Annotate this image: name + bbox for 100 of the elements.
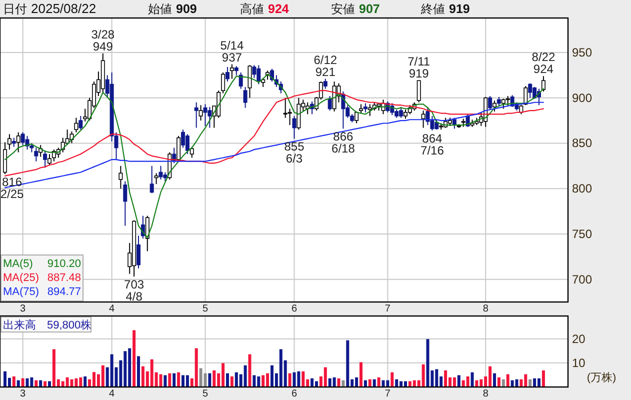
candlestick xyxy=(261,77,266,88)
bar xyxy=(506,374,510,387)
candlestick xyxy=(145,215,150,252)
line-series xyxy=(4,102,544,188)
bar xyxy=(172,373,176,387)
bar xyxy=(395,379,398,387)
x-tick-label: 4 xyxy=(109,304,116,314)
bar xyxy=(70,379,74,387)
candlestick xyxy=(194,102,198,128)
bar xyxy=(248,354,252,387)
bar xyxy=(444,370,448,387)
bar xyxy=(12,376,16,387)
bar xyxy=(426,339,430,387)
bar xyxy=(226,373,229,387)
candlestick xyxy=(172,147,176,164)
x-tick-label: 8 xyxy=(482,388,489,400)
bar xyxy=(208,373,212,387)
chart-title: 出来高 59,800株 xyxy=(3,318,92,332)
candlestick xyxy=(118,165,123,190)
bar xyxy=(297,371,300,387)
candlestick xyxy=(78,115,83,130)
bar xyxy=(288,373,292,387)
bar xyxy=(244,365,247,387)
candlestick xyxy=(226,66,230,82)
x-tick-label: 4 xyxy=(109,388,116,400)
candlestick xyxy=(416,80,421,103)
bar xyxy=(377,377,380,387)
bar xyxy=(186,375,189,387)
bar xyxy=(422,364,425,387)
bar xyxy=(159,374,162,387)
candlestick xyxy=(3,142,7,175)
x-tick-label: 7 xyxy=(384,388,391,400)
candlestick xyxy=(288,108,292,126)
bar xyxy=(212,370,216,387)
x-tick-label: 8 xyxy=(482,304,489,314)
bar xyxy=(137,356,140,387)
candlestick xyxy=(234,66,238,76)
annotation: 864 7/16 xyxy=(420,132,444,158)
candlestick xyxy=(519,104,524,115)
x-tick-label: 6 xyxy=(291,388,298,400)
candlestick xyxy=(243,86,248,108)
candlestick xyxy=(74,117,78,133)
text: MA(75) 894.77 xyxy=(3,286,81,298)
y-tick-label: 700 xyxy=(572,272,592,286)
bar xyxy=(168,373,172,387)
candlestick xyxy=(154,172,158,185)
bar xyxy=(346,340,350,387)
candlestick xyxy=(70,130,74,144)
bar xyxy=(542,370,545,387)
annotation: 6/12 921 xyxy=(314,52,338,79)
bar xyxy=(502,379,505,387)
candlestick xyxy=(123,180,128,226)
y-tick-label: 800 xyxy=(572,182,592,196)
bar xyxy=(466,376,470,387)
candlestick xyxy=(150,165,154,194)
candlestick xyxy=(328,96,332,112)
bar xyxy=(337,378,340,387)
y-tick-label: 750 xyxy=(572,226,592,241)
candlestick xyxy=(421,110,426,128)
y-tick-label: 850 xyxy=(572,136,592,150)
bar xyxy=(21,378,24,387)
bar xyxy=(252,375,256,387)
text: 日付 2025/08/22 xyxy=(3,1,96,16)
candlestick xyxy=(185,134,190,155)
x-tick-label: 7 xyxy=(384,304,391,314)
bar xyxy=(302,371,305,387)
candlestick xyxy=(238,72,243,90)
bar xyxy=(132,330,136,387)
bar xyxy=(84,376,87,387)
candlestick xyxy=(248,64,252,98)
bar xyxy=(470,372,474,387)
candlestick xyxy=(488,96,492,110)
candlestick xyxy=(296,97,301,130)
y-tick-label: 10 xyxy=(572,356,586,370)
bar xyxy=(452,377,456,387)
bar xyxy=(332,377,336,387)
bar xyxy=(493,373,496,387)
text: 安値 907 xyxy=(331,2,380,16)
bar xyxy=(310,378,314,387)
candlestick xyxy=(524,86,528,106)
annotation: 8/22 924 xyxy=(532,50,556,76)
candlestick xyxy=(203,104,208,126)
bar xyxy=(30,377,34,387)
candlestick xyxy=(363,102,368,113)
candlestick xyxy=(198,104,203,122)
candlestick xyxy=(221,72,226,94)
candlestick xyxy=(12,137,16,148)
candlestick xyxy=(7,134,12,150)
candlestick xyxy=(43,150,48,168)
bar xyxy=(360,362,362,387)
y-axis-title: (万株) xyxy=(586,371,616,384)
candlestick xyxy=(136,235,140,269)
candlestick xyxy=(158,165,163,180)
candlestick xyxy=(16,132,20,153)
candlestick xyxy=(323,78,328,90)
candlestick xyxy=(354,110,359,124)
bar xyxy=(497,377,500,387)
candlestick xyxy=(34,147,38,162)
bar xyxy=(26,378,29,387)
text: MA(25) 887.48 xyxy=(3,272,81,284)
